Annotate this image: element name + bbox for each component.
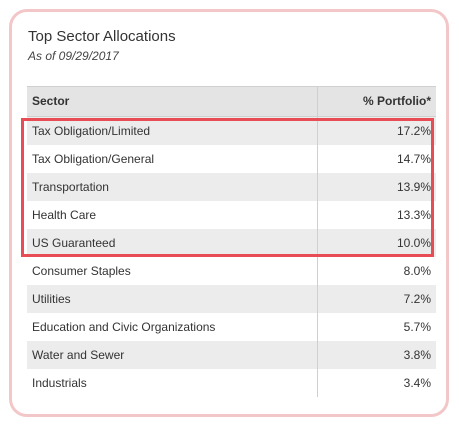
column-header-portfolio: % Portfolio*	[363, 94, 431, 108]
table-row: Transportation 13.9%	[27, 173, 436, 201]
table-row: Tax Obligation/Limited 17.2%	[27, 117, 436, 145]
sector-percent: 7.2%	[403, 292, 431, 306]
sector-percent: 5.7%	[403, 320, 431, 334]
table-row: Education and Civic Organizations 5.7%	[27, 313, 436, 341]
sector-percent: 10.0%	[396, 236, 431, 250]
sector-name: Education and Civic Organizations	[32, 320, 216, 334]
column-divider	[317, 341, 318, 369]
as-of-date: As of 09/29/2017	[28, 49, 119, 63]
table-row: Consumer Staples 8.0%	[27, 257, 436, 285]
sector-name: Tax Obligation/General	[32, 152, 155, 166]
column-divider	[317, 117, 318, 145]
table-header-row: Sector % Portfolio*	[27, 86, 436, 117]
card-title: Top Sector Allocations	[28, 28, 176, 45]
table-row: Health Care 13.3%	[27, 201, 436, 229]
sector-percent: 8.0%	[403, 264, 431, 278]
sector-percent: 17.2%	[396, 124, 431, 138]
sector-name: Tax Obligation/Limited	[32, 124, 151, 138]
table-row: US Guaranteed 10.0%	[27, 229, 436, 257]
column-divider	[317, 313, 318, 341]
table-row: Water and Sewer 3.8%	[27, 341, 436, 369]
column-divider	[317, 201, 318, 229]
sector-allocation-table: Sector % Portfolio* Tax Obligation/Limit…	[27, 86, 436, 397]
column-divider	[317, 229, 318, 257]
sector-name: Water and Sewer	[32, 348, 125, 362]
sector-name: Utilities	[32, 292, 71, 306]
column-divider	[317, 369, 318, 397]
sector-percent: 3.4%	[403, 376, 431, 390]
sector-percent: 14.7%	[396, 152, 431, 166]
sector-name: Transportation	[32, 180, 109, 194]
column-divider	[317, 87, 318, 116]
sector-name: Health Care	[32, 208, 97, 222]
column-divider	[317, 145, 318, 173]
column-divider	[317, 285, 318, 313]
column-divider	[317, 173, 318, 201]
table-row: Industrials 3.4%	[27, 369, 436, 397]
column-divider	[317, 257, 318, 285]
sector-name: Consumer Staples	[32, 264, 131, 278]
column-header-sector: Sector	[32, 94, 70, 108]
table-row: Utilities 7.2%	[27, 285, 436, 313]
sector-percent: 3.8%	[403, 348, 431, 362]
sector-percent: 13.9%	[396, 180, 431, 194]
sector-percent: 13.3%	[396, 208, 431, 222]
sector-name: Industrials	[32, 376, 87, 390]
table-row: Tax Obligation/General 14.7%	[27, 145, 436, 173]
sector-name: US Guaranteed	[32, 236, 116, 250]
